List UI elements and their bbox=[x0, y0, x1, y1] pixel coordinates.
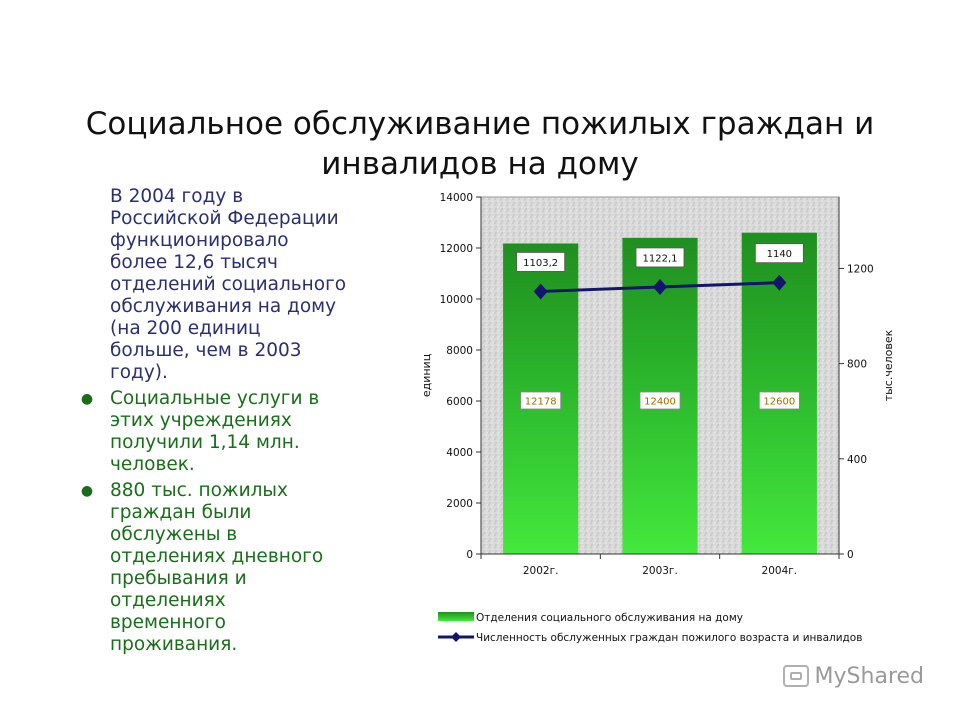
slide-title: Социальное обслуживание пожилых граждан … bbox=[40, 104, 920, 184]
intro-line: больше, чем в 2003 bbox=[110, 340, 302, 361]
y-tick-label: 14000 bbox=[440, 192, 473, 204]
legend-label-line: Численность обслуженных граждан пожилого… bbox=[476, 632, 862, 644]
line-point bbox=[653, 278, 667, 295]
bar-value-label-box bbox=[520, 391, 562, 410]
intro-line: функционировало bbox=[110, 230, 289, 251]
line-point bbox=[772, 274, 787, 291]
watermark-text: MyShared bbox=[814, 663, 924, 689]
left-axis: 0 2000 4000 6000 8000 10000 12000 14000 bbox=[440, 192, 482, 561]
bullet-line: получили 1,14 млн. bbox=[110, 432, 300, 453]
y-axis-label: единиц bbox=[420, 354, 433, 397]
y-tick-label: 2000 bbox=[446, 498, 473, 510]
intro-line: (на 200 единиц bbox=[110, 318, 261, 339]
bullet-icon: ● bbox=[80, 483, 94, 499]
bullet-line: 880 тыс. пожилых bbox=[110, 480, 288, 501]
bullet-line: этих учреждениях bbox=[110, 410, 292, 431]
bullet-line: граждан были bbox=[110, 502, 252, 523]
y-tick-label: 0 bbox=[466, 549, 473, 561]
watermark: MyShared bbox=[782, 660, 924, 692]
line-value-label-box bbox=[635, 247, 685, 268]
bar-value-label: 12178 bbox=[525, 397, 557, 408]
bullet-line: пребывания и bbox=[110, 568, 247, 589]
line-value-label: 1122,1 bbox=[643, 253, 678, 264]
bullet-line: обслужены в bbox=[110, 524, 238, 545]
intro-line: В 2004 году в bbox=[110, 186, 244, 207]
y-tick-label: 4000 bbox=[446, 447, 473, 459]
y2-tick-label: 0 bbox=[847, 549, 854, 561]
right-axis: 0 400 800 1200 bbox=[838, 197, 874, 561]
x-axis: 2002г. 2003г. 2004г. bbox=[480, 553, 840, 577]
bullet-line: отделениях bbox=[110, 590, 226, 611]
slide-title-line-2: инвалидов на дому bbox=[321, 146, 639, 182]
legend-label-bars: Отделения социального обслуживания на до… bbox=[476, 612, 743, 624]
legend: Отделения социального обслуживания на до… bbox=[438, 612, 862, 644]
y2-axis-label: тыс.человек bbox=[882, 329, 895, 401]
body-text: В 2004 году в Российской Федерации функц… bbox=[80, 186, 395, 660]
bullet-item: ● Социальные услуги в этих учреждениях п… bbox=[80, 388, 395, 476]
line-series: 1103,2 1122,1 1140 bbox=[516, 243, 804, 300]
intro-line: более 12,6 тысяч bbox=[110, 252, 278, 273]
y-tick-label: 8000 bbox=[446, 345, 473, 357]
bullet-line: временного bbox=[110, 612, 226, 633]
line-point bbox=[533, 283, 548, 300]
intro-paragraph: В 2004 году в Российской Федерации функц… bbox=[80, 186, 395, 384]
x-tick-label: 2004г. bbox=[762, 565, 798, 577]
chart: 0 2000 4000 6000 8000 10000 12000 14000 0 400 800… bbox=[410, 186, 910, 656]
legend-marker-icon bbox=[451, 632, 461, 642]
bullet-item: ● 880 тыс. пожилых граждан были обслужен… bbox=[80, 480, 395, 656]
bar-value-label-box bbox=[639, 391, 681, 410]
legend-swatch-bars bbox=[438, 612, 474, 621]
y-tick-label: 10000 bbox=[440, 294, 473, 306]
bullet-line: отделениях дневного bbox=[110, 546, 324, 567]
x-tick-label: 2003г. bbox=[642, 565, 678, 577]
y2-tick-label: 800 bbox=[847, 359, 867, 371]
bar-value-label: 12600 bbox=[763, 397, 795, 408]
bullet-icon: ● bbox=[80, 391, 94, 407]
y-tick-label: 12000 bbox=[440, 243, 473, 255]
line-value-label: 1103,2 bbox=[523, 258, 558, 269]
slide-title-line-1: Социальное обслуживание пожилых граждан … bbox=[85, 106, 875, 142]
line-value-label: 1140 bbox=[767, 249, 792, 260]
intro-line: Российской Федерации bbox=[110, 208, 339, 229]
bullet-line: человек. bbox=[110, 454, 195, 475]
intro-line: обслуживания на дому bbox=[110, 296, 337, 317]
y-tick-label: 6000 bbox=[446, 396, 473, 408]
line-value-label-box bbox=[754, 243, 804, 264]
y2-tick-label: 1200 bbox=[847, 263, 874, 275]
intro-line: отделений социального bbox=[110, 274, 347, 295]
bullet-line: Социальные услуги в bbox=[110, 388, 320, 409]
x-tick-label: 2002г. bbox=[523, 565, 559, 577]
chart-svg: 0 2000 4000 6000 8000 10000 12000 14000 0 400 800… bbox=[420, 192, 895, 644]
bar-value-label: 12400 bbox=[644, 397, 676, 408]
intro-line: году). bbox=[110, 362, 168, 383]
line-value-label-box bbox=[516, 252, 566, 272]
bar-value-label-box bbox=[758, 391, 800, 410]
presentation-icon bbox=[782, 665, 809, 687]
y2-tick-label: 400 bbox=[847, 454, 867, 466]
bullet-line: проживания. bbox=[110, 634, 238, 655]
